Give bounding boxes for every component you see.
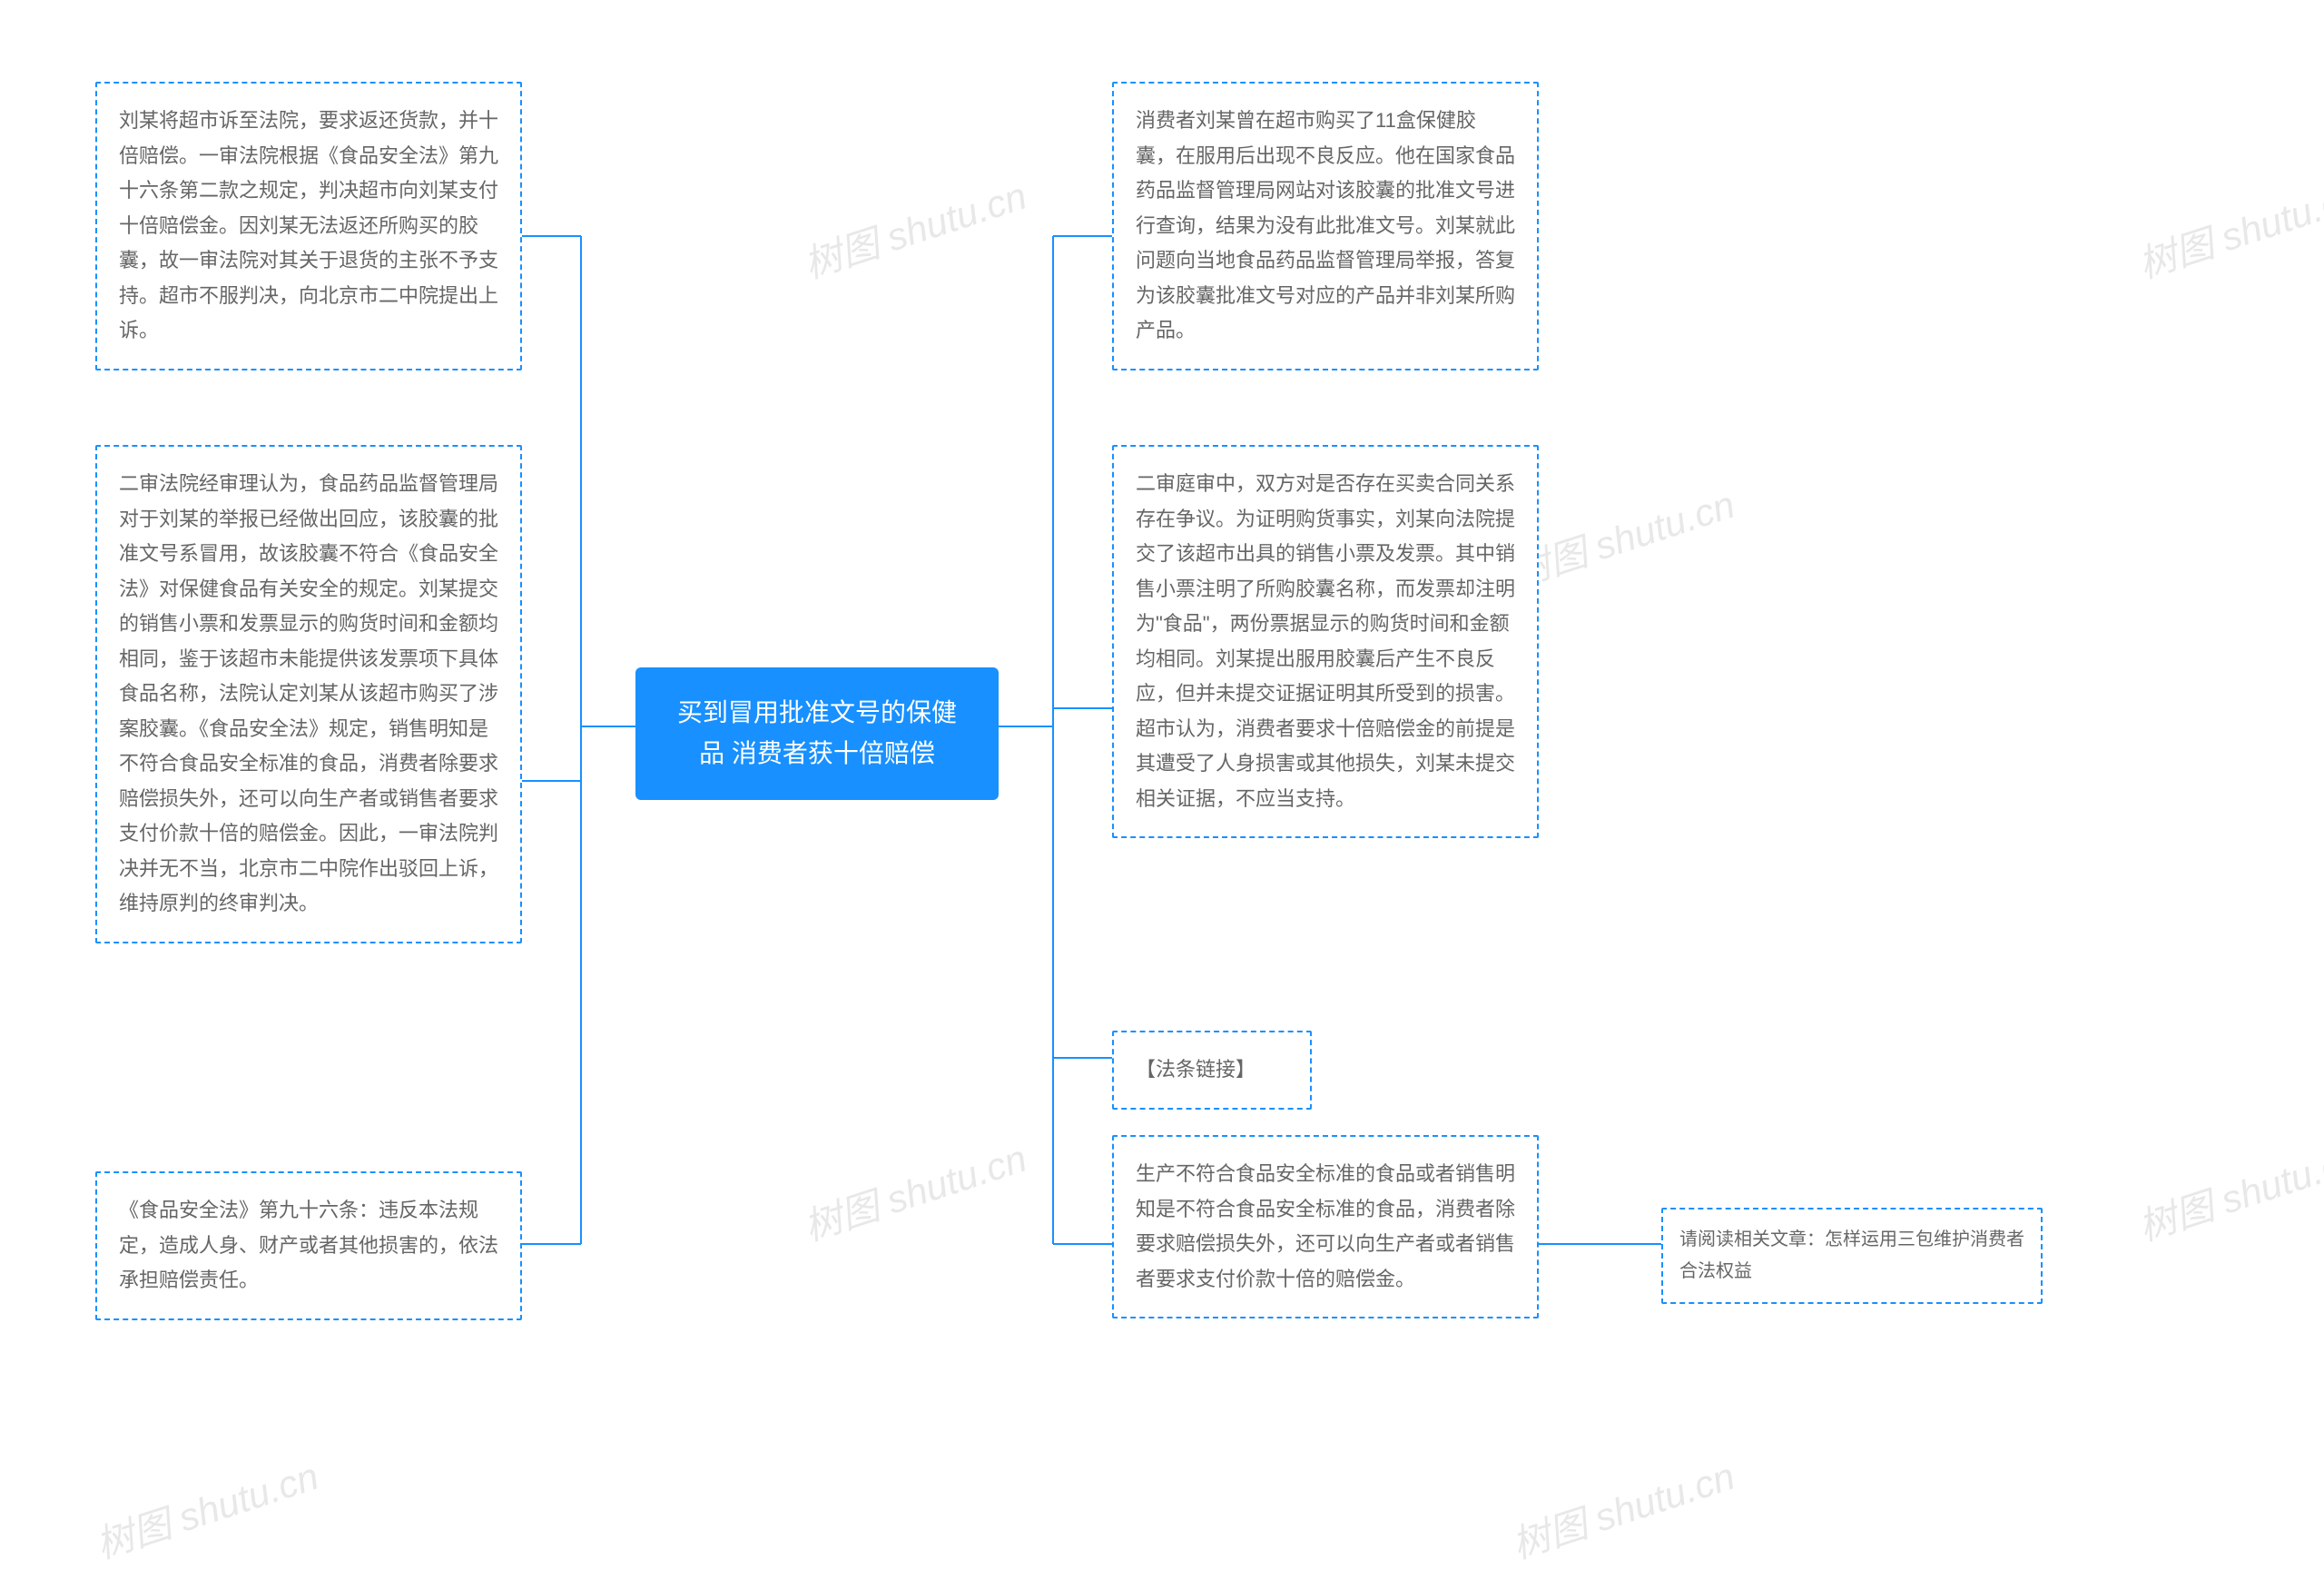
center-topic[interactable]: 买到冒用批准文号的保健品 消费者获十倍赔偿 <box>635 667 999 800</box>
branch-node-r4a[interactable]: 请阅读相关文章：怎样运用三包维护消费者合法权益 <box>1661 1208 2043 1304</box>
branch-node-l3[interactable]: 《食品安全法》第九十六条：违反本法规定，造成人身、财产或者其他损害的，依法承担赔… <box>95 1171 522 1320</box>
branch-node-r1[interactable]: 消费者刘某曾在超市购买了11盒保健胶囊，在服用后出现不良反应。他在国家食品药品监… <box>1112 82 1539 370</box>
watermark: 树图 shutu.cn <box>796 1128 1033 1252</box>
watermark: 树图 shutu.cn <box>2131 165 2324 290</box>
watermark: 树图 shutu.cn <box>796 165 1033 290</box>
branch-node-l2[interactable]: 二审法院经审理认为，食品药品监督管理局对于刘某的举报已经做出回应，该胶囊的批准文… <box>95 445 522 943</box>
branch-node-r4[interactable]: 生产不符合食品安全标准的食品或者销售明知是不符合食品安全标准的食品，消费者除要求… <box>1112 1135 1539 1318</box>
branch-node-r2[interactable]: 二审庭审中，双方对是否存在买卖合同关系存在争议。为证明购货事实，刘某向法院提交了… <box>1112 445 1539 838</box>
watermark: 树图 shutu.cn <box>1504 474 1741 598</box>
watermark: 树图 shutu.cn <box>88 1446 325 1570</box>
mindmap-canvas: 树图 shutu.cn 树图 shutu.cn 树图 shutu.cn 树图 s… <box>0 0 2324 1563</box>
branch-node-l1[interactable]: 刘某将超市诉至法院，要求返还货款，并十倍赔偿。一审法院根据《食品安全法》第九十六… <box>95 82 522 370</box>
branch-node-r3[interactable]: 【法条链接】 <box>1112 1031 1312 1110</box>
watermark: 树图 shutu.cn <box>2131 1128 2324 1252</box>
watermark: 树图 shutu.cn <box>1504 1446 1741 1570</box>
